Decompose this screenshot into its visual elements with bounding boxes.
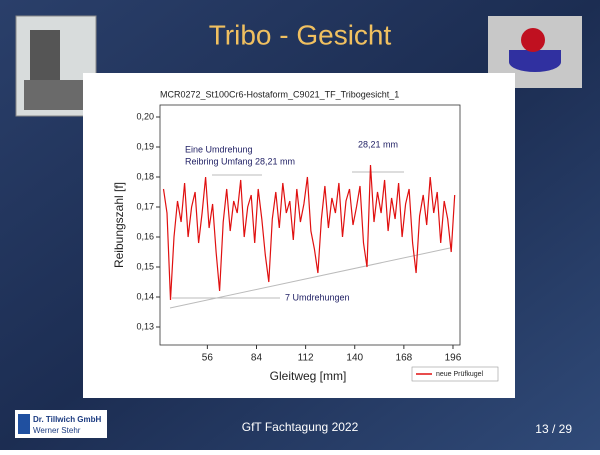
annotation: 28,21 mm xyxy=(358,139,398,149)
chart-title: MCR0272_St100Cr6-Hostaform_C9021_TF_Trib… xyxy=(160,89,399,99)
page-number: 13 / 29 xyxy=(535,422,572,436)
photo-left xyxy=(15,15,97,117)
y-tick-label: 0,18 xyxy=(136,171,154,181)
legend: neue Prüfkugel xyxy=(411,366,499,382)
annotation: Reibring Umfang 28,21 mm xyxy=(185,156,295,166)
x-tick-label: 140 xyxy=(346,353,363,364)
logo-name: Werner Stehr xyxy=(33,426,81,435)
y-tick-label: 0,16 xyxy=(136,231,154,241)
x-tick-label: 196 xyxy=(445,353,462,364)
y-tick-label: 0,20 xyxy=(136,111,154,121)
y-tick-label: 0,13 xyxy=(136,321,154,331)
annotation-arrows xyxy=(169,171,451,309)
data-line xyxy=(162,164,456,301)
y-tick-label: 0,17 xyxy=(136,201,154,211)
x-tick-label: 84 xyxy=(251,353,263,364)
chart-panel xyxy=(83,73,515,398)
plot-frame xyxy=(159,104,461,346)
y-tick-label: 0,19 xyxy=(136,141,154,151)
x-tick-label: 168 xyxy=(396,353,413,364)
x-tick-label: 112 xyxy=(298,353,314,364)
footer: GfT Fachtagung 2022 xyxy=(242,420,359,434)
x-tick-label: 56 xyxy=(202,353,214,364)
x-axis-label: Gleitweg [mm] xyxy=(270,369,347,383)
slide-title: Tribo - Gesicht xyxy=(209,19,392,50)
logo-company: Dr. Tillwich GmbH xyxy=(33,415,102,424)
y-tick-label: 0,14 xyxy=(136,291,154,301)
y-tick-label: 0,15 xyxy=(136,261,154,271)
annotation: 7 Umdrehungen xyxy=(285,292,350,302)
photo-right xyxy=(488,16,582,88)
y-axis-label: Reibungszahl [f] xyxy=(112,182,126,268)
logo: Dr. Tillwich GmbH Werner Stehr xyxy=(15,410,107,438)
annotation: Eine Umdrehung xyxy=(185,144,253,154)
legend-label: neue Prüfkugel xyxy=(436,371,484,378)
